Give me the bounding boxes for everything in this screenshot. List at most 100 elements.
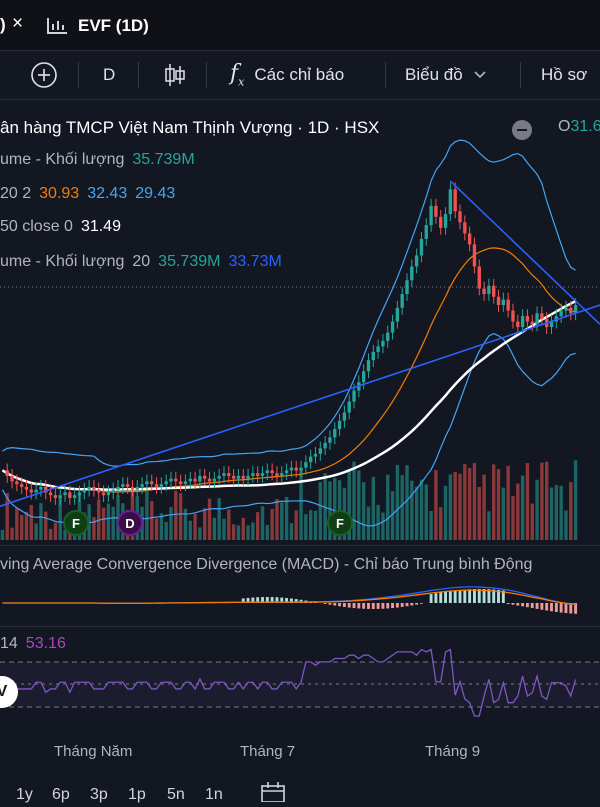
macd-histogram-bar bbox=[536, 603, 539, 609]
candle-body bbox=[222, 473, 225, 476]
range-6p[interactable]: 6p bbox=[52, 786, 70, 804]
range-3p[interactable]: 3p bbox=[90, 786, 108, 804]
candle-body bbox=[112, 490, 115, 493]
macd-histogram-bar bbox=[531, 603, 534, 608]
volume-bar bbox=[299, 470, 302, 540]
volume-bar bbox=[280, 502, 283, 540]
candle-body bbox=[150, 481, 153, 484]
add-symbol-button[interactable] bbox=[30, 51, 58, 99]
volume-bar bbox=[34, 523, 37, 540]
macd-histogram-bar bbox=[391, 603, 394, 608]
candle-body bbox=[92, 487, 95, 490]
chart-type-label: Biểu đồ bbox=[405, 65, 463, 85]
candle-body bbox=[478, 266, 481, 288]
macd-histogram-bar bbox=[251, 598, 254, 603]
volume-bar bbox=[381, 513, 384, 540]
toolbar-divider bbox=[520, 62, 521, 88]
candle-body bbox=[242, 476, 245, 479]
candle-body bbox=[227, 473, 230, 476]
volume-bar bbox=[492, 464, 495, 540]
candle-body bbox=[405, 280, 408, 294]
interval-button[interactable]: D bbox=[103, 51, 115, 99]
candle-body bbox=[63, 492, 66, 495]
range-1n[interactable]: 1n bbox=[205, 786, 223, 804]
candle-body bbox=[131, 487, 134, 490]
macd-histogram-bar bbox=[420, 603, 423, 604]
calendar-icon[interactable] bbox=[260, 782, 286, 807]
macd-histogram-bar bbox=[468, 589, 471, 603]
macd-histogram-bar bbox=[256, 597, 259, 603]
profile-button[interactable]: Hồ sơ bbox=[541, 51, 587, 99]
candle-body bbox=[338, 421, 341, 429]
indicators-button[interactable]: fx Các chỉ báo bbox=[230, 51, 344, 99]
macd-histogram-bar bbox=[406, 603, 409, 606]
previous-tab-fragment[interactable]: ) bbox=[0, 15, 6, 35]
collapse-icon[interactable] bbox=[512, 120, 532, 140]
range-1y[interactable]: 1y bbox=[16, 786, 33, 804]
candle-body bbox=[20, 484, 23, 487]
volume-bar bbox=[227, 509, 230, 540]
symbol-title[interactable]: ân hàng TMCP Việt Nam Thịnh Vượng · 1D ·… bbox=[0, 118, 387, 138]
event-badge-d[interactable]: D bbox=[117, 510, 143, 536]
volume-bar bbox=[198, 527, 201, 540]
volume-bar bbox=[237, 525, 240, 540]
candle-body bbox=[444, 214, 447, 228]
macd-histogram-bar bbox=[386, 603, 389, 608]
candle-body bbox=[237, 476, 240, 479]
macd-histogram-bar bbox=[304, 601, 307, 603]
bb-upper-value: 32.43 bbox=[87, 185, 127, 202]
volume-bar bbox=[458, 474, 461, 540]
candle-body bbox=[463, 222, 466, 233]
volume-bar bbox=[208, 499, 211, 540]
candle-style-button[interactable] bbox=[163, 51, 187, 99]
macd-histogram-bar bbox=[512, 603, 515, 605]
range-1p[interactable]: 1p bbox=[128, 786, 146, 804]
candle-body bbox=[136, 487, 139, 490]
volume-bar bbox=[184, 509, 187, 540]
candle-body bbox=[189, 479, 192, 482]
macd-histogram-bar bbox=[507, 603, 510, 604]
rsi-band bbox=[0, 662, 600, 707]
macd-histogram-bar bbox=[463, 590, 466, 603]
candle-body bbox=[367, 360, 370, 371]
volume-bar bbox=[531, 504, 534, 540]
candle-body bbox=[39, 487, 42, 490]
indicators-label: Các chỉ báo bbox=[254, 65, 344, 85]
candle-body bbox=[87, 487, 90, 490]
panel-divider[interactable] bbox=[0, 545, 600, 546]
candle-body bbox=[372, 352, 375, 360]
volume-bar bbox=[49, 529, 52, 540]
range-5n[interactable]: 5n bbox=[167, 786, 185, 804]
panel-divider[interactable] bbox=[0, 626, 600, 627]
interval-label: D bbox=[103, 65, 115, 85]
candle-body bbox=[309, 457, 312, 463]
ohlc-open: O31.6 bbox=[558, 118, 600, 136]
candle-body bbox=[362, 371, 365, 382]
candle-body bbox=[49, 492, 52, 495]
volume-bar bbox=[309, 510, 312, 540]
event-badge-f[interactable]: F bbox=[63, 510, 89, 536]
macd-histogram-bar bbox=[415, 603, 418, 605]
volume-bar bbox=[203, 508, 206, 540]
volume-bar bbox=[425, 484, 428, 540]
volume-bar bbox=[574, 460, 577, 540]
candle-body bbox=[295, 468, 298, 471]
macd-histogram-bar bbox=[328, 603, 331, 605]
volume-bar bbox=[367, 507, 370, 540]
candle-body bbox=[169, 479, 172, 482]
candle-body bbox=[140, 484, 143, 487]
candle-body bbox=[54, 495, 57, 498]
close-tab-icon[interactable]: × bbox=[12, 13, 23, 35]
macd-legend[interactable]: ving Average Convergence Divergence (MAC… bbox=[0, 556, 540, 574]
event-badge-f[interactable]: F bbox=[327, 510, 353, 536]
candle-body bbox=[473, 244, 476, 266]
tab-title[interactable]: EVF (1D) bbox=[78, 16, 149, 36]
chart-type-button[interactable]: Biểu đồ bbox=[405, 51, 487, 99]
candle-body bbox=[434, 206, 437, 217]
candle-body bbox=[179, 481, 182, 484]
